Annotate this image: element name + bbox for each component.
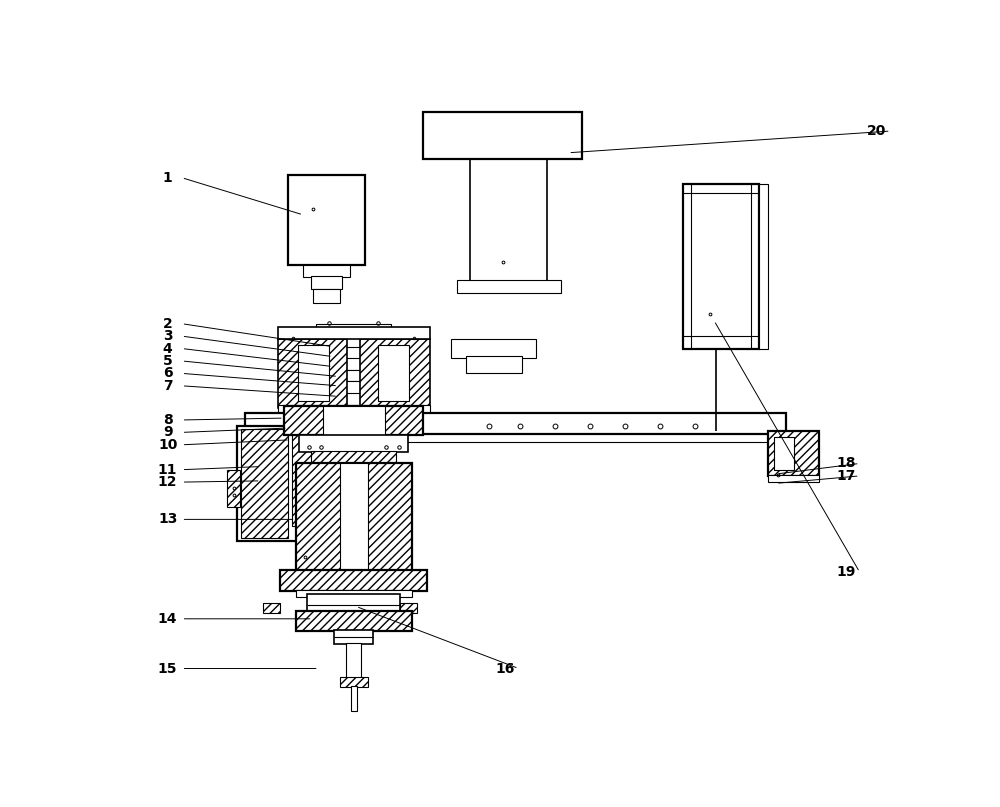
- Bar: [457, 280, 561, 293]
- Bar: [466, 356, 522, 374]
- Text: 19: 19: [836, 565, 855, 579]
- Bar: [278, 405, 430, 412]
- Text: 16: 16: [495, 662, 514, 675]
- Bar: [288, 174, 365, 265]
- Text: 10: 10: [158, 438, 177, 452]
- Bar: [351, 686, 357, 711]
- Bar: [400, 603, 417, 613]
- Bar: [759, 184, 768, 349]
- Bar: [768, 431, 819, 476]
- Bar: [324, 336, 383, 348]
- Bar: [303, 265, 350, 277]
- Bar: [280, 571, 427, 591]
- Bar: [683, 184, 759, 349]
- Text: 14: 14: [158, 612, 177, 625]
- Bar: [307, 594, 400, 612]
- Bar: [298, 345, 329, 401]
- Text: 13: 13: [158, 512, 177, 526]
- Bar: [326, 381, 381, 393]
- Text: 4: 4: [163, 341, 173, 356]
- Text: 1: 1: [163, 170, 173, 185]
- Bar: [340, 676, 368, 688]
- Bar: [378, 345, 409, 401]
- Text: 2: 2: [163, 316, 173, 331]
- Text: 3: 3: [163, 329, 172, 343]
- Text: 6: 6: [163, 366, 172, 380]
- Text: 20: 20: [867, 124, 886, 138]
- Bar: [340, 463, 368, 572]
- Bar: [334, 630, 373, 644]
- Bar: [346, 643, 361, 678]
- Bar: [311, 276, 342, 290]
- Text: 12: 12: [158, 475, 177, 489]
- Bar: [768, 475, 819, 482]
- Bar: [237, 426, 329, 541]
- Bar: [296, 463, 412, 572]
- Bar: [360, 339, 430, 408]
- Bar: [330, 347, 377, 359]
- Text: 9: 9: [163, 425, 172, 439]
- Bar: [318, 370, 389, 382]
- Bar: [450, 339, 536, 358]
- Text: 7: 7: [163, 378, 172, 393]
- Bar: [311, 451, 396, 465]
- Bar: [299, 435, 408, 452]
- Text: 15: 15: [158, 662, 177, 675]
- Text: 11: 11: [158, 462, 177, 477]
- Bar: [316, 324, 391, 337]
- Bar: [263, 603, 280, 613]
- Bar: [296, 590, 412, 597]
- Bar: [284, 406, 423, 436]
- Bar: [313, 289, 340, 303]
- Bar: [323, 406, 385, 436]
- Bar: [774, 437, 794, 470]
- Bar: [241, 429, 288, 538]
- Bar: [320, 358, 388, 370]
- Bar: [296, 611, 412, 631]
- Text: 5: 5: [163, 354, 173, 368]
- Bar: [423, 112, 582, 159]
- Bar: [278, 327, 430, 339]
- Text: 17: 17: [836, 469, 855, 483]
- Bar: [245, 412, 786, 433]
- Bar: [292, 429, 323, 525]
- Text: 18: 18: [836, 457, 856, 470]
- Bar: [227, 470, 240, 507]
- Text: 8: 8: [163, 413, 173, 427]
- Bar: [278, 339, 347, 408]
